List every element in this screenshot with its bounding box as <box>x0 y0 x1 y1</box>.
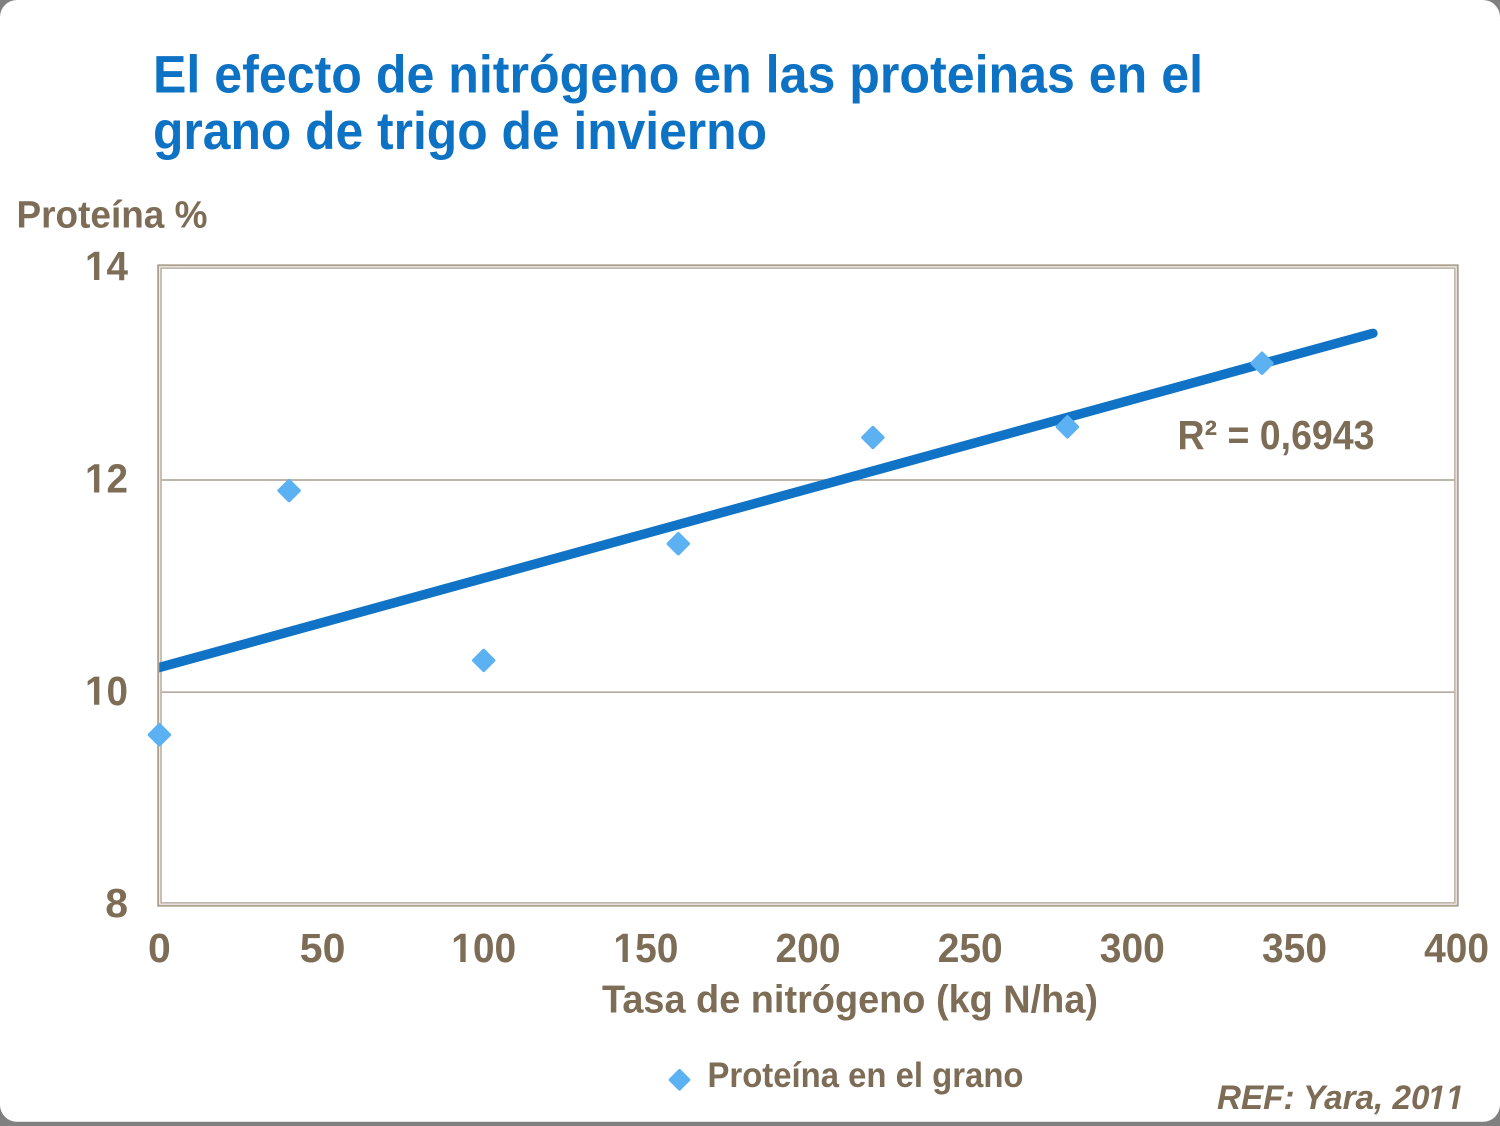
svg-text:Proteína en el grano: Proteína en el grano <box>708 1056 1024 1095</box>
svg-text:250: 250 <box>938 925 1003 971</box>
svg-text:300: 300 <box>1100 925 1165 971</box>
svg-text:350: 350 <box>1262 925 1327 971</box>
svg-text:50: 50 <box>300 925 346 971</box>
svg-text:Tasa de nitrógeno (kg N/ha): Tasa de nitrógeno (kg N/ha) <box>602 978 1098 1021</box>
svg-text:El efecto de nitrógeno en las: El efecto de nitrógeno en las proteinas … <box>153 45 1203 104</box>
svg-text:14: 14 <box>85 243 128 289</box>
svg-text:8: 8 <box>105 880 128 926</box>
svg-text:Proteína %: Proteína % <box>17 195 208 237</box>
svg-text:400: 400 <box>1424 925 1489 971</box>
svg-text:10: 10 <box>85 668 128 714</box>
svg-text:grano de trigo de invierno: grano de trigo de invierno <box>153 102 767 161</box>
svg-text:12: 12 <box>85 456 128 502</box>
svg-text:200: 200 <box>776 925 841 971</box>
svg-text:R² = 0,6943: R² = 0,6943 <box>1178 412 1375 458</box>
svg-text:REF: Yara, 2011: REF: Yara, 2011 <box>1217 1079 1464 1117</box>
svg-text:0: 0 <box>148 925 171 971</box>
